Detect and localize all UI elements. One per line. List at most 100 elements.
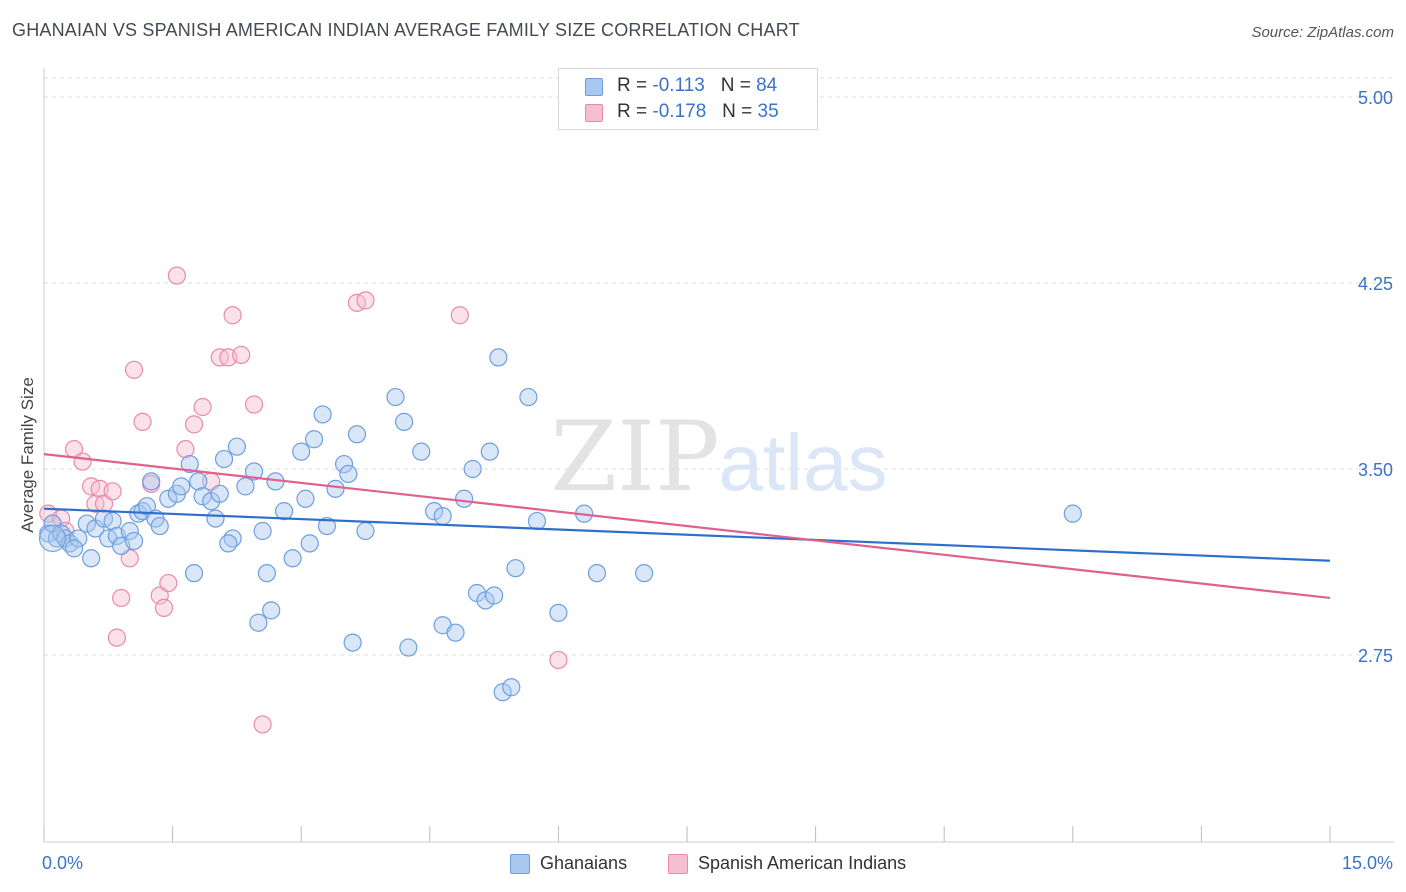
- data-point: [399, 638, 418, 657]
- data-point: [454, 489, 474, 508]
- n-value: 84: [756, 75, 778, 96]
- data-point: [446, 623, 465, 642]
- r-value: -0.113: [652, 75, 705, 96]
- data-point: [317, 516, 337, 536]
- data-point: [262, 601, 281, 620]
- chart-title: GHANAIAN VS SPANISH AMERICAN INDIAN AVER…: [12, 20, 800, 40]
- data-point: [124, 360, 144, 379]
- data-point: [176, 440, 195, 459]
- y-tick-label: 4.25: [1358, 274, 1393, 294]
- data-point: [124, 531, 144, 551]
- data-point: [502, 678, 521, 697]
- data-point: [257, 564, 277, 583]
- legend-label: Spanish American Indians: [698, 853, 907, 873]
- data-point: [480, 442, 499, 461]
- data-point: [304, 430, 324, 449]
- source-label: Source: ZipAtlas.com: [1251, 24, 1394, 41]
- data-point: [112, 588, 131, 608]
- data-point: [94, 494, 114, 513]
- data-point: [519, 387, 538, 407]
- data-point: [103, 511, 122, 531]
- n-value: 35: [757, 101, 779, 122]
- data-point: [506, 559, 525, 578]
- y-tick-labels: 2.75 3.50 4.25 5.00: [1358, 88, 1393, 666]
- data-point: [137, 497, 156, 516]
- data-point: [527, 511, 547, 531]
- legend-swatch-blue: [585, 78, 603, 96]
- data-point: [167, 266, 186, 285]
- data-point: [339, 464, 358, 484]
- data-point: [394, 412, 414, 431]
- data-point: [120, 521, 139, 541]
- legend-swatch-blue: [510, 854, 530, 874]
- data-point: [120, 549, 139, 568]
- data-point: [150, 516, 169, 536]
- data-point: [347, 425, 367, 444]
- data-point: [274, 502, 294, 521]
- data-point: [214, 449, 234, 469]
- x-tick-max: 15.0%: [1341, 853, 1393, 873]
- trend-lines: [43, 453, 1331, 600]
- x-tick-min: 0.0%: [42, 853, 84, 873]
- data-point: [210, 484, 229, 503]
- y-tick-label: 3.50: [1358, 460, 1393, 480]
- data-point: [184, 564, 204, 583]
- data-point: [313, 405, 332, 424]
- legend-swatch-pink: [668, 854, 688, 874]
- data-point: [292, 442, 311, 461]
- data-point: [73, 452, 92, 471]
- data-point: [493, 683, 512, 702]
- data-point: [253, 521, 272, 541]
- y-tick-label: 2.75: [1358, 646, 1393, 666]
- data-point: [489, 348, 508, 367]
- data-point: [244, 462, 264, 481]
- data-point: [227, 437, 246, 456]
- data-point: [463, 459, 482, 479]
- r-label: R =: [617, 101, 648, 122]
- grid-lines: [44, 77, 1394, 656]
- n-label: N =: [722, 101, 753, 122]
- data-point: [283, 549, 302, 568]
- r-label: R =: [617, 75, 648, 96]
- data-point: [107, 628, 126, 647]
- data-point: [412, 442, 431, 461]
- watermark-atlas: atlas: [719, 418, 888, 507]
- data-point: [326, 479, 345, 498]
- data-point: [249, 613, 268, 632]
- data-point: [635, 564, 654, 583]
- data-point: [184, 415, 204, 434]
- data-point: [549, 603, 568, 622]
- data-point: [386, 387, 405, 407]
- data-point: [219, 534, 238, 553]
- data-point: [223, 306, 242, 325]
- data-point: [206, 509, 225, 528]
- data-point: [159, 573, 178, 593]
- data-point: [296, 489, 315, 508]
- data-point: [356, 521, 375, 541]
- data-point: [172, 477, 191, 496]
- data-point: [356, 291, 375, 310]
- legend-label: Ghanaians: [540, 853, 628, 873]
- data-point: [549, 650, 568, 670]
- data-point: [64, 539, 84, 558]
- data-point: [450, 306, 469, 325]
- data-point: [236, 477, 255, 496]
- data-point: [587, 564, 607, 583]
- correlation-legend: R = -0.113 N = 84 R = -0.178 N = 35: [558, 68, 818, 130]
- data-point: [189, 472, 208, 491]
- trendline-spanish-american-indians: [43, 453, 1331, 600]
- data-point: [334, 454, 354, 474]
- legend-swatch-pink: [585, 104, 603, 122]
- blue-series-points: [38, 348, 1082, 702]
- data-point: [232, 345, 251, 365]
- r-value: -0.178: [652, 101, 707, 122]
- data-point: [253, 715, 272, 734]
- data-point: [159, 489, 178, 508]
- data-point: [77, 514, 96, 533]
- pink-series-points: [39, 266, 568, 734]
- data-point: [1063, 504, 1082, 523]
- data-point: [154, 598, 174, 617]
- data-point: [69, 529, 88, 548]
- watermark-zip: ZIP: [550, 401, 719, 513]
